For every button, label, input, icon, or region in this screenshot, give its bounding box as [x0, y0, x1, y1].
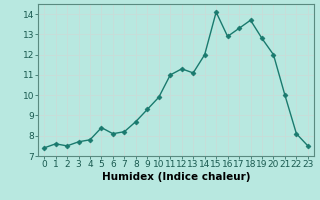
X-axis label: Humidex (Indice chaleur): Humidex (Indice chaleur)	[102, 172, 250, 182]
